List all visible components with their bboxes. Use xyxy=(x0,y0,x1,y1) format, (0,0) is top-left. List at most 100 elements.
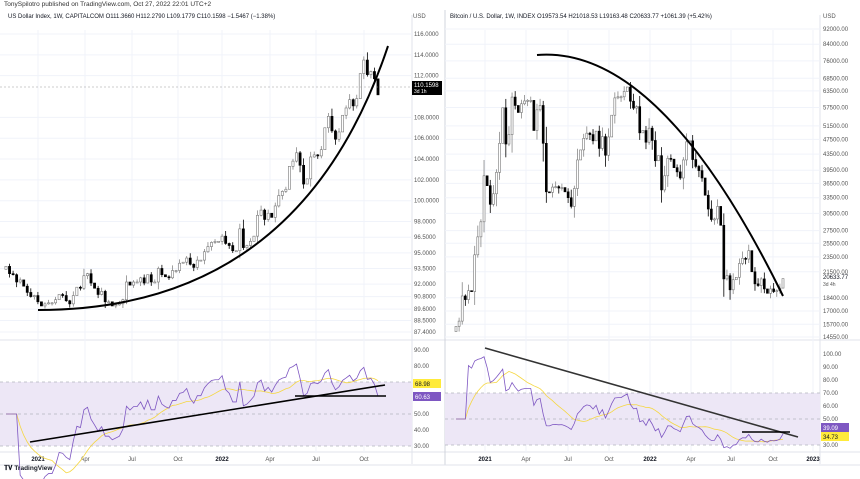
time-axis-label: Jul xyxy=(128,457,136,463)
candle-down xyxy=(149,274,153,283)
candle-down xyxy=(644,130,648,143)
candle-up xyxy=(538,105,542,111)
candle-up xyxy=(139,277,143,283)
candle-down xyxy=(591,134,595,142)
candle-down xyxy=(563,187,567,193)
time-axis-label: 2021 xyxy=(31,457,45,463)
time-axis-label: Jul xyxy=(564,457,572,463)
candle-up xyxy=(666,158,670,177)
rsi-axis-label: 50.00 xyxy=(414,412,430,418)
time-axis-label: 2021 xyxy=(478,457,492,463)
candle-up xyxy=(747,250,751,260)
price-axis-label: 30500.00 xyxy=(823,211,849,217)
rsi-ma-value-tag xyxy=(413,379,441,388)
candle-down xyxy=(728,275,732,291)
countdown: 3d 1h xyxy=(414,89,427,95)
candle-up xyxy=(156,268,160,283)
candle-down xyxy=(330,116,334,132)
candle-up xyxy=(50,302,54,305)
price-axis-label: 43500.00 xyxy=(823,152,849,158)
time-axis-label: Jul xyxy=(727,457,735,463)
candle-up xyxy=(217,241,220,243)
time-axis-label: 2022 xyxy=(643,457,657,463)
price-axis-label: 33500.00 xyxy=(823,196,849,202)
candle-up xyxy=(713,218,716,221)
rsi-ma-value-tag xyxy=(821,432,849,441)
candle-up xyxy=(291,160,295,167)
price-axis-label: 25500.00 xyxy=(823,241,849,247)
candle-down xyxy=(722,224,726,280)
candle-down xyxy=(694,159,698,167)
rsi-value-tag xyxy=(821,423,849,432)
candle-up xyxy=(358,73,362,99)
btc-legend[interactable]: Bitcoin / U.S. Dollar, 1W, INDEX O19573.… xyxy=(450,14,712,20)
price-axis-label: 92000.00 xyxy=(823,27,849,33)
candle-down xyxy=(516,105,520,113)
rsi-value-tag xyxy=(413,392,441,401)
candle-down xyxy=(660,155,663,191)
candle-up xyxy=(249,241,252,246)
candle-up xyxy=(741,258,744,264)
rsi-ma-value: 34.73 xyxy=(823,435,839,441)
candle-down xyxy=(160,268,164,276)
candle-up xyxy=(259,209,263,216)
candle-down xyxy=(241,228,245,248)
price-axis-label: 39500.00 xyxy=(823,168,849,174)
time-axis-label: Oct xyxy=(768,457,778,463)
price-axis-label: 90.8000 xyxy=(414,295,436,301)
tradingview-logo[interactable]: 𝐓𝐕 TradingView xyxy=(4,465,52,473)
candle-up xyxy=(245,245,249,248)
candle-up xyxy=(135,281,139,284)
candle-down xyxy=(548,191,551,194)
candle-up xyxy=(323,127,327,150)
candle-down xyxy=(719,206,723,226)
candle-up xyxy=(526,100,529,102)
candle-up xyxy=(734,277,738,281)
candle-up xyxy=(185,257,189,263)
candle-up xyxy=(781,278,785,289)
rsi-axis-label: 60.00 xyxy=(823,404,839,410)
candle-up xyxy=(775,290,779,292)
price-axis-label: 98.0000 xyxy=(414,220,436,226)
candle-up xyxy=(75,286,79,296)
candle-up xyxy=(18,279,22,283)
candle-down xyxy=(22,279,26,287)
brand-name: TradingView xyxy=(14,465,53,472)
candle-down xyxy=(351,99,355,107)
price-axis-label: 17000.00 xyxy=(823,309,849,315)
candle-down xyxy=(504,107,508,145)
candle-down xyxy=(36,295,40,303)
candle-down xyxy=(669,158,673,160)
candle-up xyxy=(277,195,281,207)
candle-up xyxy=(4,266,8,270)
candle-down xyxy=(263,209,267,220)
price-axis-label: 95.0000 xyxy=(414,251,436,257)
candle-down xyxy=(64,295,68,302)
candle-up xyxy=(594,130,598,142)
candle-up xyxy=(178,262,182,271)
candle-up xyxy=(220,235,224,242)
candle-down xyxy=(566,191,570,199)
rsi-axis-label: 90.00 xyxy=(414,348,430,354)
candle-up xyxy=(454,326,458,332)
candle-down xyxy=(697,166,701,171)
candle-up xyxy=(337,131,341,140)
candle-down xyxy=(588,132,592,135)
dxy-legend[interactable]: US Dollar Index, 1W, CAPITALCOM O111.366… xyxy=(8,14,276,20)
candle-up xyxy=(344,107,348,116)
candle-up xyxy=(181,261,185,264)
candle-up xyxy=(510,96,514,135)
candle-up xyxy=(146,274,150,284)
price-axis-label: 116.0000 xyxy=(414,32,439,38)
price-axis-label: 68500.00 xyxy=(823,76,849,82)
rsi-ma-value: 68.98 xyxy=(415,382,431,388)
candle-down xyxy=(192,263,196,268)
candle-down xyxy=(545,143,548,193)
last-price-value: 110.1598 xyxy=(414,83,439,89)
candle-down xyxy=(231,245,235,252)
candle-up xyxy=(203,251,206,261)
time-axis-label: Apr xyxy=(521,457,530,463)
candle-up xyxy=(529,100,533,102)
candle-down xyxy=(557,186,561,189)
